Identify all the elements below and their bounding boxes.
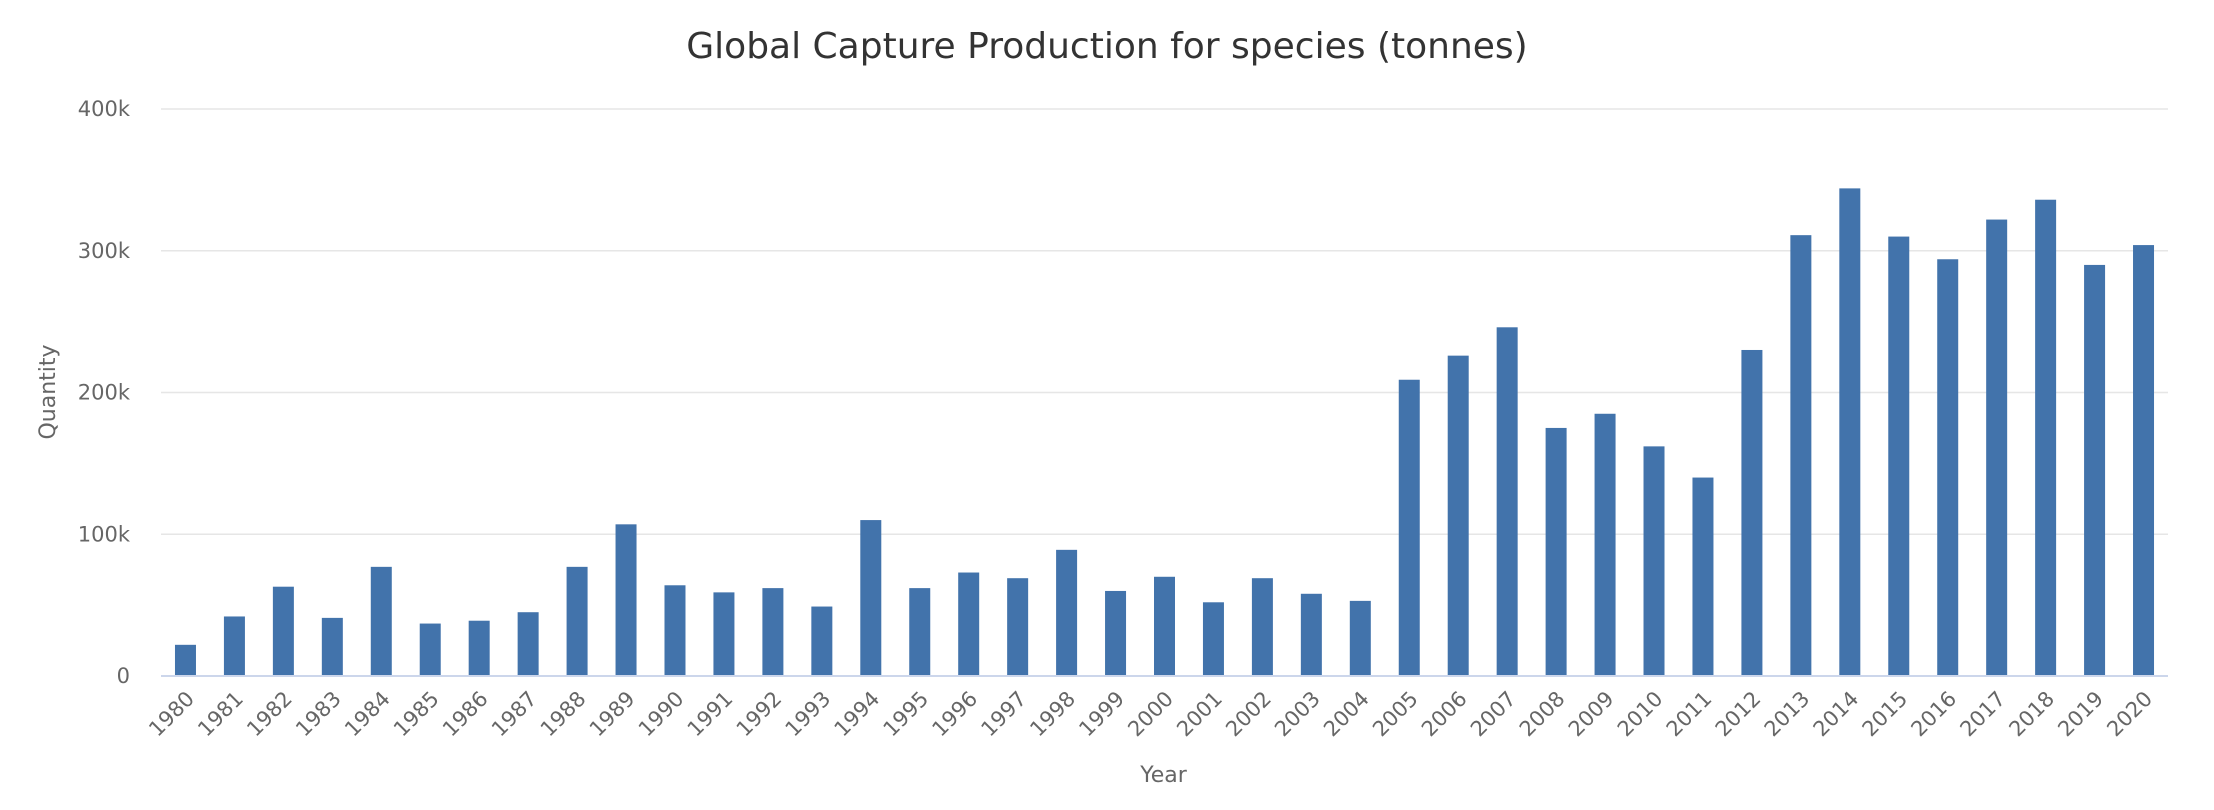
bar-2012[interactable] <box>1741 349 1763 676</box>
bar-2004[interactable] <box>1349 600 1371 676</box>
x-tick-label: 1994 <box>830 687 885 742</box>
bar-1993[interactable] <box>811 606 833 676</box>
y-tick-label: 0 <box>117 664 130 688</box>
bar-2000[interactable] <box>1154 576 1175 676</box>
bar-2011[interactable] <box>1692 477 1714 676</box>
x-tick-label: 1981 <box>193 687 248 742</box>
bar-1992[interactable] <box>762 588 784 676</box>
bar-2016[interactable] <box>1937 259 1959 676</box>
x-tick-label: 2000 <box>1123 687 1178 742</box>
bar-1981[interactable] <box>223 616 245 676</box>
x-axis-ticks: 1980198119821983198419851986198719881989… <box>144 687 2157 742</box>
gridlines <box>161 108 2168 535</box>
x-tick-label: 2006 <box>1417 687 1472 742</box>
bar-2019[interactable] <box>2084 264 2106 676</box>
x-tick-label: 2002 <box>1221 687 1276 742</box>
x-tick-label: 1987 <box>487 687 542 742</box>
x-tick-label: 2017 <box>1955 687 2010 742</box>
bar-1983[interactable] <box>321 617 343 676</box>
bar-2003[interactable] <box>1300 593 1322 676</box>
bar-1984[interactable] <box>370 566 392 676</box>
bar-2009[interactable] <box>1594 413 1616 676</box>
x-tick-label: 2011 <box>1662 687 1717 742</box>
x-tick-label: 1995 <box>879 687 934 742</box>
x-tick-label: 2007 <box>1466 687 1521 742</box>
y-tick-label: 100k <box>78 522 131 546</box>
bar-1986[interactable] <box>468 620 490 676</box>
bar-2020[interactable] <box>2133 245 2155 676</box>
bar-2008[interactable] <box>1545 427 1567 676</box>
x-axis-title: Year <box>1139 763 1188 788</box>
bar-1996[interactable] <box>958 572 980 676</box>
x-tick-label: 2003 <box>1270 687 1325 742</box>
x-tick-label: 2014 <box>1809 687 1864 742</box>
x-tick-label: 2016 <box>1906 687 1961 742</box>
x-tick-label: 1992 <box>732 687 787 742</box>
y-axis-ticks: 0 100k 200k 300k 400k <box>78 97 131 688</box>
x-tick-label: 1997 <box>976 687 1031 742</box>
x-tick-label: 1998 <box>1025 687 1080 742</box>
x-tick-label: 2010 <box>1613 687 1668 742</box>
bar-1982[interactable] <box>272 586 294 676</box>
bar-1985[interactable] <box>419 623 441 676</box>
x-tick-label: 1991 <box>683 687 738 742</box>
bar-2007[interactable] <box>1496 327 1518 676</box>
bar-2001[interactable] <box>1202 602 1224 676</box>
bar-1991[interactable] <box>713 592 735 676</box>
bar-2015[interactable] <box>1888 236 1910 676</box>
x-tick-label: 1983 <box>291 687 346 742</box>
bar-1987[interactable] <box>517 612 539 676</box>
chart-title: Global Capture Production for species (t… <box>686 26 1528 67</box>
bar-1990[interactable] <box>664 585 686 676</box>
x-tick-label: 2020 <box>2102 687 2157 742</box>
x-tick-label: 1982 <box>242 687 297 742</box>
bar-2018[interactable] <box>2035 199 2057 676</box>
x-tick-label: 2005 <box>1368 687 1423 742</box>
x-tick-label: 1993 <box>781 687 836 742</box>
y-tick-label: 400k <box>78 97 131 121</box>
bar-2005[interactable] <box>1398 379 1420 676</box>
x-tick-label: 1990 <box>634 687 689 742</box>
x-tick-label: 1980 <box>144 687 199 742</box>
bar-1988[interactable] <box>566 566 588 676</box>
bar-1994[interactable] <box>860 520 882 676</box>
y-tick-label: 300k <box>78 239 131 263</box>
x-tick-label: 1989 <box>585 687 640 742</box>
bar-2013[interactable] <box>1790 235 1812 676</box>
bar-1980[interactable] <box>174 644 196 676</box>
x-tick-label: 2009 <box>1564 687 1619 742</box>
x-tick-label: 2012 <box>1711 687 1766 742</box>
x-tick-label: 2015 <box>1858 687 1913 742</box>
x-tick-label: 1984 <box>340 687 395 742</box>
bar-1997[interactable] <box>1007 578 1029 676</box>
bar-2010[interactable] <box>1643 446 1665 676</box>
bar-2006[interactable] <box>1447 355 1469 676</box>
bars <box>174 188 2155 676</box>
x-tick-label: 1988 <box>536 687 591 742</box>
x-tick-label: 2018 <box>2004 687 2059 742</box>
x-tick-label: 1985 <box>389 687 444 742</box>
bar-2014[interactable] <box>1839 188 1861 676</box>
y-tick-label: 200k <box>78 381 131 405</box>
bar-2017[interactable] <box>1986 219 2008 676</box>
x-tick-label: 2008 <box>1515 687 1570 742</box>
x-tick-label: 1996 <box>927 687 982 742</box>
bar-1995[interactable] <box>909 588 931 676</box>
y-axis-title: Quantity <box>36 344 61 439</box>
x-tick-label: 2013 <box>1760 687 1815 742</box>
bar-2002[interactable] <box>1251 578 1273 676</box>
x-tick-label: 2004 <box>1319 687 1374 742</box>
bar-1999[interactable] <box>1105 590 1127 676</box>
x-tick-label: 2001 <box>1172 687 1227 742</box>
x-tick-label: 1999 <box>1074 687 1129 742</box>
x-tick-label: 1986 <box>438 687 493 742</box>
x-tick-label: 2019 <box>2053 687 2108 742</box>
bar-1989[interactable] <box>615 524 637 676</box>
bar-1998[interactable] <box>1056 549 1078 676</box>
